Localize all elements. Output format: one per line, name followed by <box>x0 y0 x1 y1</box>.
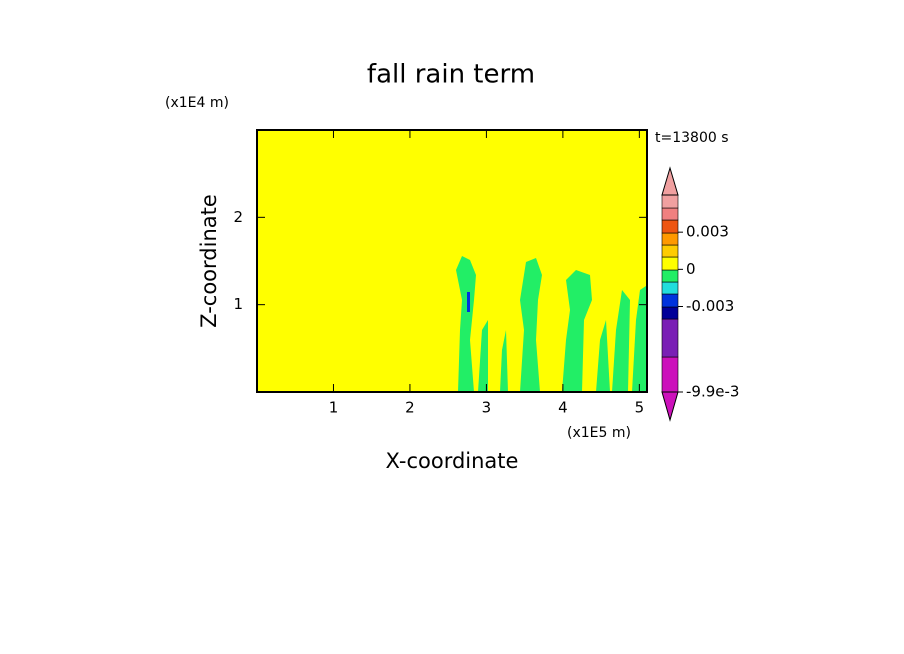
colorbar-segment <box>661 356 679 393</box>
x-tick-label: 2 <box>405 399 415 417</box>
x-tick-label: 4 <box>558 399 568 417</box>
contour-region <box>500 330 508 392</box>
y-axis-label: Z-coordinate <box>197 194 221 328</box>
colorbar-segment <box>661 194 679 209</box>
colorbar-segment <box>661 269 679 283</box>
contour-region <box>612 290 630 392</box>
colorbar-label: 0 <box>686 260 696 278</box>
x-unit: (x1E5 m) <box>567 425 631 441</box>
x-axis-label: X-coordinate <box>386 449 519 473</box>
colorbar-segment <box>661 207 679 221</box>
colorbar-segment <box>661 306 679 320</box>
plot-frame <box>256 129 648 393</box>
contour-region <box>467 292 470 312</box>
colorbar-label: 0.003 <box>686 223 729 241</box>
colorbar-segment <box>661 232 679 246</box>
colorbar-segment <box>661 281 679 295</box>
colorbar-bottom <box>661 391 679 422</box>
chart-title: fall rain term <box>367 60 535 90</box>
y-unit: (x1E4 m) <box>165 95 229 111</box>
x-tick-label: 5 <box>635 399 645 417</box>
colorbar-label: -0.003 <box>686 297 734 315</box>
colorbar-segment <box>661 293 679 308</box>
colorbar-label: -9.9e-3 <box>686 383 739 401</box>
contour-region <box>632 286 646 392</box>
annotation: t=13800 s <box>655 130 729 146</box>
y-tick-label: 1 <box>233 295 243 313</box>
y-tick-label: 2 <box>233 208 243 226</box>
features <box>456 256 646 392</box>
x-tick-label: 3 <box>482 399 492 417</box>
colorbar-segment <box>661 219 679 234</box>
colorbar-top <box>661 166 679 196</box>
field-background <box>257 130 647 392</box>
contour-region <box>562 270 592 392</box>
colorbar-segment <box>661 318 679 358</box>
contour-region <box>596 320 610 392</box>
contour-region <box>478 320 488 392</box>
contour-region <box>520 258 542 392</box>
colorbar-segment <box>661 256 679 271</box>
x-tick-label: 1 <box>329 399 339 417</box>
contour-region <box>456 256 476 392</box>
colorbar-segment <box>661 244 679 258</box>
